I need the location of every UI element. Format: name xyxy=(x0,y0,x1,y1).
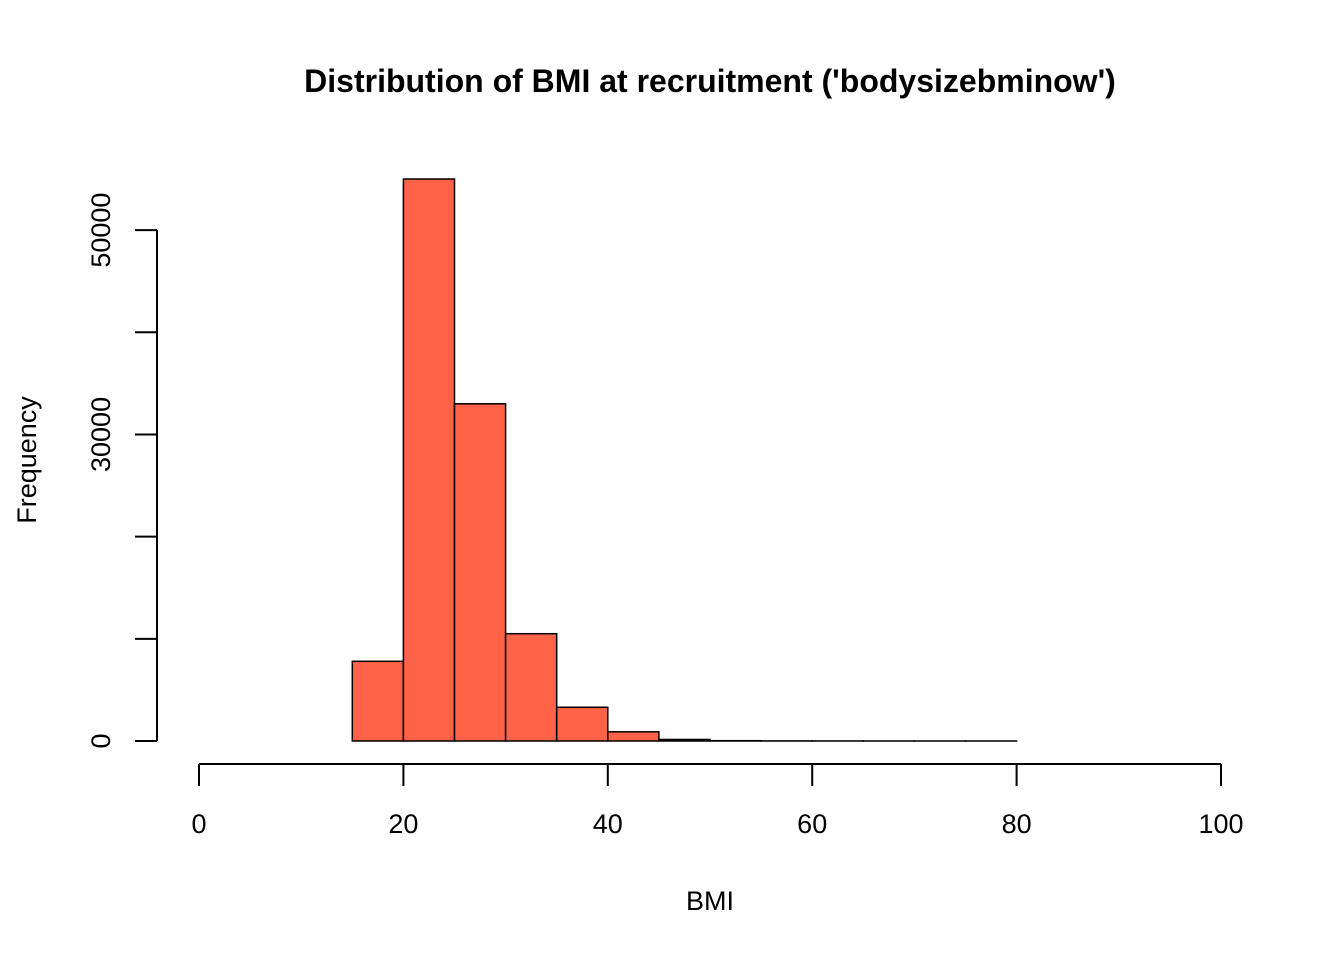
y-tick-label: 30000 xyxy=(86,397,116,472)
y-axis: 0 30000 50000 xyxy=(86,193,158,749)
chart-title: Distribution of BMI at recruitment ('bod… xyxy=(304,63,1116,99)
histogram-bar xyxy=(607,731,660,742)
x-axis-label: BMI xyxy=(686,886,734,916)
histogram-bar xyxy=(504,632,558,742)
y-tick-label: 50000 xyxy=(86,193,116,268)
x-tick-label: 0 xyxy=(191,809,206,839)
y-axis-label: Frequency xyxy=(12,396,42,524)
histogram-bar xyxy=(658,738,711,742)
histogram-bar xyxy=(555,706,609,742)
x-tick-label: 40 xyxy=(593,809,623,839)
x-tick-label: 60 xyxy=(797,809,827,839)
x-tick-label: 100 xyxy=(1198,809,1243,839)
histogram-bar xyxy=(453,403,507,742)
y-tick-label: 0 xyxy=(86,733,116,748)
histogram-bars xyxy=(351,178,1018,742)
histogram-bar xyxy=(351,660,405,742)
x-tick-label: 80 xyxy=(1002,809,1032,839)
x-axis: 0 20 40 60 80 100 xyxy=(191,763,1244,839)
x-tick-label: 20 xyxy=(388,809,418,839)
histogram-bar xyxy=(402,178,456,742)
